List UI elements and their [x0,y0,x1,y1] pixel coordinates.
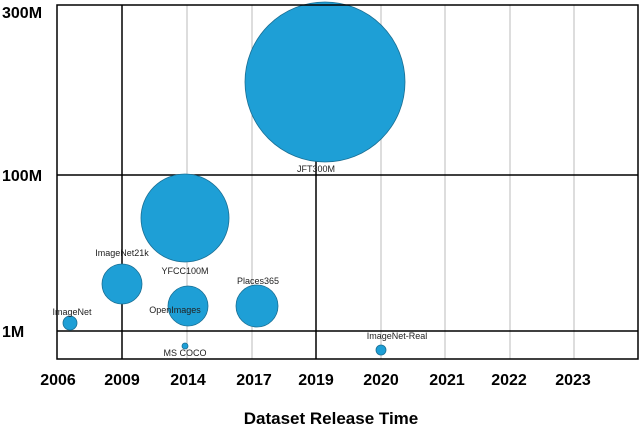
bubble-label: JFT300M [297,164,335,174]
bubble-label: YFCC100M [161,266,208,276]
bubble-imagenet [62,315,78,331]
bubble-ms-coco [181,342,189,350]
x-tick-label: 2009 [104,372,140,389]
x-tick-label: 2017 [236,372,272,389]
tick-labels: 1M 100M 300M 2006 2009 2014 2017 2019 2020 2021 20… [2,5,591,389]
bubble-imagenet21k [101,263,143,305]
plot-frame [56,4,639,360]
x-tick-label: 2023 [555,372,591,389]
x-tick-label: 2022 [491,372,527,389]
x-tick-label: 2019 [298,372,334,389]
bubble-places365 [235,284,279,328]
bubble-jft300m [244,1,406,163]
bubble-imagenet-real [375,344,387,356]
y-tick-label: 100M [2,168,42,185]
bubble-label: ImageNet [52,307,92,317]
bubble-openimages [167,285,209,327]
bubble-label: MS COCO [163,348,206,358]
y-tick-label: 300M [2,5,42,22]
x-tick-label: 2020 [363,372,399,389]
x-tick-label: 2021 [429,372,465,389]
bubble-yfcc100m [140,173,230,263]
bubble-label: ImageNet-Real [367,331,428,341]
bubble-labels: ImageNet ImageNet21k YFCC100M OpenImages MS … [52,164,427,358]
x-tick-label: 2006 [40,372,76,389]
bubble-label: Places365 [237,276,279,286]
bubbles [62,1,406,356]
x-tick-label: 2014 [170,372,206,389]
bubble-label: ImageNet21k [95,248,149,258]
y-tick-label: 1M [2,324,24,341]
x-axis-label: Dataset Release Time [244,409,419,427]
plot-border [56,4,639,360]
bubble-label: OpenImages [149,305,201,315]
